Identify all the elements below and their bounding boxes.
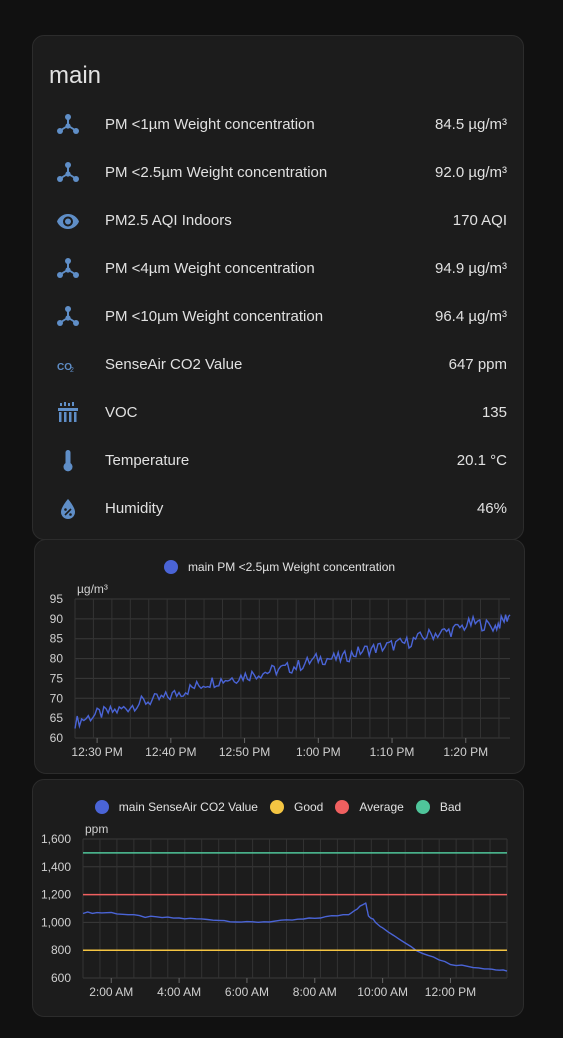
x-tick-label: 6:00 AM	[225, 985, 269, 999]
y-tick-label: 600	[51, 971, 71, 985]
y-axis-label: µg/m³	[77, 582, 108, 596]
legend-label: Average	[359, 800, 404, 814]
entity-value: 20.1 °C	[456, 452, 507, 469]
svg-text:2: 2	[70, 367, 74, 374]
entity-row[interactable]: PM <1µm Weight concentration 84.5 µg/m³	[33, 101, 523, 149]
x-tick-label: 12:00 PM	[425, 985, 476, 999]
molecule-icon	[53, 113, 83, 137]
entity-row[interactable]: PM <2.5µm Weight concentration 92.0 µg/m³	[33, 149, 523, 197]
entity-value: 135	[481, 404, 507, 421]
entity-value: 96.4 µg/m³	[434, 308, 507, 325]
x-tick-label: 4:00 AM	[157, 985, 201, 999]
entity-row[interactable]: Humidity 46%	[33, 485, 523, 533]
legend-label: main SenseAir CO2 Value	[118, 800, 258, 814]
series-line	[74, 613, 511, 729]
eye-icon	[53, 209, 83, 233]
x-tick-label: 2:00 AM	[89, 985, 133, 999]
entity-name: PM2.5 AQI Indoors	[105, 212, 232, 229]
entity-row[interactable]: CO 2 SenseAir CO2 Value 647 ppm	[33, 341, 523, 389]
legend-swatch	[335, 800, 350, 814]
entity-name: SenseAir CO2 Value	[105, 356, 243, 373]
entity-row[interactable]: PM <10µm Weight concentration 96.4 µg/m³	[33, 293, 523, 341]
co2-icon: CO 2	[53, 353, 83, 377]
legend-item[interactable]: Good	[269, 800, 324, 814]
y-tick-label: 80	[50, 652, 64, 666]
entity-row[interactable]: Temperature 20.1 °C	[33, 437, 523, 485]
entity-name: VOC	[105, 404, 138, 421]
y-tick-label: 1,200	[41, 888, 71, 902]
y-tick-label: 800	[51, 943, 71, 957]
entity-value: 170 AQI	[452, 212, 507, 229]
pm25-history-chart: 95 90 85 80 75 70 65 60 12:30 PM 12:40 PM 12:50 PM…	[50, 582, 511, 759]
y-tick-label: 60	[50, 731, 64, 745]
x-tick-label: 10:00 AM	[357, 985, 408, 999]
entity-row[interactable]: VOC 135	[33, 389, 523, 437]
entity-name: PM <10µm Weight concentration	[105, 308, 324, 325]
y-tick-label: 1,400	[41, 860, 71, 874]
legend-label: Good	[293, 800, 324, 814]
x-tick-label: 12:30 PM	[71, 745, 122, 759]
y-tick-label: 65	[50, 711, 64, 725]
chemical-weapon-icon	[53, 401, 83, 425]
co2-history-chart: 1,600 1,400 1,200 1,000 800 600 2:00 AM 4:00 AM…	[41, 822, 508, 999]
entity-value: 647 ppm	[448, 356, 507, 373]
chart-legend: main SenseAir CO2 Value Good Average Bad	[33, 800, 523, 814]
x-tick-label: 12:50 PM	[219, 745, 270, 759]
x-tick-label: 1:10 PM	[370, 745, 415, 759]
entity-value: 92.0 µg/m³	[434, 164, 507, 181]
thermometer-icon	[53, 449, 83, 473]
legend-item[interactable]: main PM <2.5µm Weight concentration	[163, 560, 396, 574]
entity-name: PM <4µm Weight concentration	[105, 260, 315, 277]
legend-item[interactable]: Bad	[415, 800, 462, 814]
molecule-icon	[53, 257, 83, 281]
entity-name: Temperature	[105, 452, 190, 469]
legend-label: Bad	[439, 800, 462, 814]
molecule-icon	[53, 305, 83, 329]
entity-value: 46%	[476, 500, 507, 517]
x-tick-label: 8:00 AM	[293, 985, 337, 999]
legend-swatch	[269, 800, 284, 814]
x-tick-label: 1:20 PM	[443, 745, 488, 759]
y-axis-label: ppm	[85, 822, 108, 836]
card-title: main	[49, 62, 102, 89]
pm25-history-card: main PM <2.5µm Weight concentration 95 90…	[34, 539, 525, 774]
series-line	[82, 902, 508, 972]
entities-card: main PM <1µm Weight concentration 84.5 µg…	[32, 35, 524, 540]
y-tick-label: 70	[50, 691, 64, 705]
chart-legend: main PM <2.5µm Weight concentration	[35, 560, 524, 574]
y-tick-label: 1,000	[41, 915, 71, 929]
y-tick-label: 85	[50, 632, 64, 646]
y-tick-label: 75	[50, 671, 64, 685]
entity-value: 84.5 µg/m³	[434, 116, 507, 133]
entity-name: PM <2.5µm Weight concentration	[105, 164, 328, 181]
molecule-icon	[53, 161, 83, 185]
legend-item[interactable]: Average	[335, 800, 404, 814]
x-tick-label: 1:00 PM	[296, 745, 341, 759]
water-percent-icon	[53, 497, 83, 521]
entity-row[interactable]: PM2.5 AQI Indoors 170 AQI	[33, 197, 523, 245]
y-tick-label: 1,600	[41, 832, 71, 846]
co2-history-card: main SenseAir CO2 Value Good Average Bad 1,…	[32, 779, 524, 1017]
entity-name: PM <1µm Weight concentration	[105, 116, 315, 133]
entity-row[interactable]: PM <4µm Weight concentration 94.9 µg/m³	[33, 245, 523, 293]
svg-text:CO: CO	[57, 362, 72, 373]
legend-item[interactable]: main SenseAir CO2 Value	[94, 800, 258, 814]
legend-swatch	[94, 800, 109, 814]
legend-swatch	[415, 800, 430, 814]
x-tick-label: 12:40 PM	[145, 745, 196, 759]
y-tick-label: 95	[50, 592, 64, 606]
entity-name: Humidity	[105, 500, 164, 517]
legend-swatch	[163, 560, 178, 574]
legend-label: main PM <2.5µm Weight concentration	[187, 560, 396, 574]
y-tick-label: 90	[50, 612, 64, 626]
entity-value: 94.9 µg/m³	[434, 260, 507, 277]
